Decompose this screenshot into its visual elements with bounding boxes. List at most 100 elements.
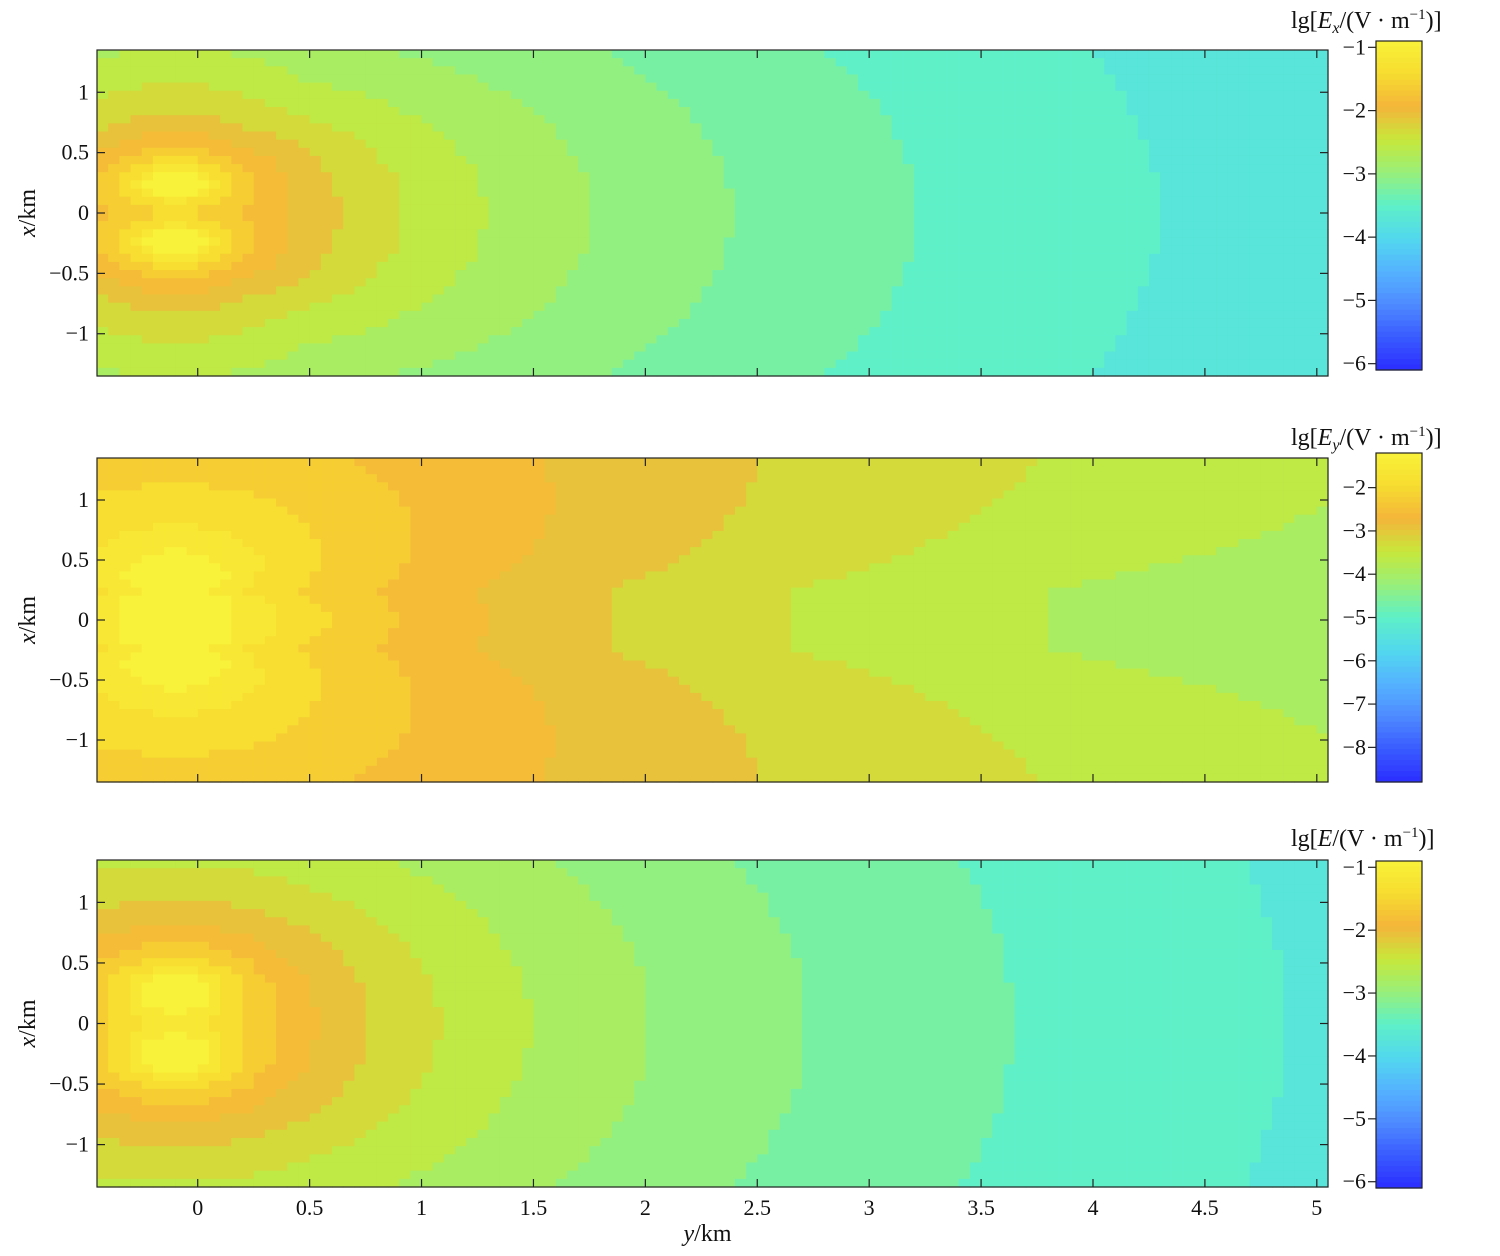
heatmap-cell [723, 107, 736, 116]
heatmap-cell [287, 335, 300, 344]
heatmap-cell [443, 204, 456, 214]
heatmap-cell [1171, 482, 1184, 491]
heatmap-cell [958, 139, 971, 149]
heatmap-cell [499, 335, 512, 344]
heatmap-cell [354, 115, 367, 124]
heatmap-cell [511, 466, 523, 475]
heatmap-cell [947, 474, 960, 483]
heatmap-cell [186, 458, 199, 467]
heatmap-cell [175, 155, 188, 165]
heatmap-cell [667, 270, 680, 279]
heatmap-cell [1227, 359, 1240, 369]
heatmap-cell [555, 253, 568, 263]
heatmap-cell [264, 188, 277, 198]
heatmap-cell [634, 204, 646, 214]
heatmap-cell [1081, 74, 1094, 84]
heatmap-cell [1272, 229, 1284, 239]
heatmap-cell [1227, 245, 1240, 255]
heatmap-cell [1025, 237, 1038, 247]
heatmap-cell [1048, 147, 1061, 157]
heatmap-cell [119, 327, 132, 336]
heatmap-cell [432, 204, 445, 214]
heatmap-cell [802, 196, 814, 206]
heatmap-cell [175, 343, 188, 353]
heatmap-cell [925, 204, 937, 214]
heatmap-cell [208, 466, 221, 475]
heatmap-cell [1216, 90, 1228, 100]
heatmap-cell [298, 107, 311, 116]
heatmap-cell [1059, 180, 1072, 190]
heatmap-cell [925, 82, 937, 92]
heatmap-cell [611, 253, 624, 263]
heatmap-cell [1025, 115, 1038, 124]
heatmap-cell [600, 180, 613, 190]
heatmap-cell [1216, 310, 1228, 320]
heatmap-cell [231, 458, 244, 467]
heatmap-cell [186, 351, 199, 361]
heatmap-cell [1059, 98, 1072, 108]
heatmap-cell [1238, 318, 1251, 328]
heatmap-cell [97, 278, 109, 287]
heatmap-cell [466, 180, 479, 190]
heatmap-cell [936, 172, 949, 181]
heatmap-cell [1081, 131, 1094, 141]
heatmap-cell [936, 343, 949, 353]
colorbar-step [1376, 46, 1422, 53]
heatmap-cell [287, 221, 300, 230]
heatmap-cell [1260, 66, 1273, 76]
heatmap-cell [992, 139, 1005, 149]
heatmap-cell [1216, 327, 1228, 336]
heatmap-cell [891, 367, 904, 377]
heatmap-cell [208, 335, 221, 344]
heatmap-cell [835, 458, 848, 467]
heatmap-cell [533, 196, 546, 206]
heatmap-cell [1092, 147, 1105, 157]
heatmap-cell [220, 74, 232, 84]
heatmap-cell [567, 131, 579, 141]
y-tick-label: −0.5 [49, 260, 89, 285]
heatmap-cell [589, 278, 602, 287]
heatmap-cell [466, 359, 479, 369]
heatmap-cell [1126, 261, 1139, 271]
heatmap-cell [634, 318, 646, 328]
heatmap-cell [343, 278, 355, 287]
heatmap-cell [152, 359, 165, 369]
heatmap-cell [611, 458, 624, 467]
heatmap-cell [1115, 196, 1128, 206]
heatmap-cell [376, 66, 389, 76]
heatmap-cell [1137, 131, 1150, 141]
heatmap-cell [891, 155, 904, 165]
heatmap-cell [723, 294, 736, 304]
heatmap-cell [667, 147, 680, 157]
heatmap-cell [533, 164, 546, 173]
heatmap-cell [1014, 196, 1027, 206]
heatmap-cell [1081, 351, 1094, 361]
heatmap-cell [175, 335, 188, 344]
heatmap-cell [1059, 107, 1072, 116]
heatmap-cell [667, 180, 680, 190]
heatmap-cell [130, 261, 143, 271]
heatmap-cell [1294, 74, 1307, 84]
heatmap-cell [656, 261, 669, 271]
heatmap-cell [332, 180, 344, 190]
heatmap-cell [1283, 74, 1296, 84]
heatmap-cell [1070, 213, 1083, 222]
heatmap-cell [645, 139, 658, 149]
heatmap-cell [969, 327, 982, 336]
heatmap-cell [1305, 221, 1318, 230]
heatmap-cell [1305, 245, 1318, 255]
heatmap-cell [443, 474, 456, 483]
heatmap-cell [175, 90, 188, 100]
heatmap-cell [678, 66, 691, 76]
heatmap-cell [499, 278, 512, 287]
heatmap-cell [925, 286, 937, 296]
heatmap-cell [455, 367, 467, 377]
heatmap-cell [343, 98, 355, 108]
heatmap-cell [567, 466, 579, 475]
heatmap-cell [947, 90, 960, 100]
heatmap-cell [455, 213, 467, 222]
heatmap-cell [164, 115, 176, 124]
heatmap-cell [622, 164, 635, 173]
heatmap-cell [152, 82, 165, 92]
heatmap-cell [164, 204, 176, 214]
